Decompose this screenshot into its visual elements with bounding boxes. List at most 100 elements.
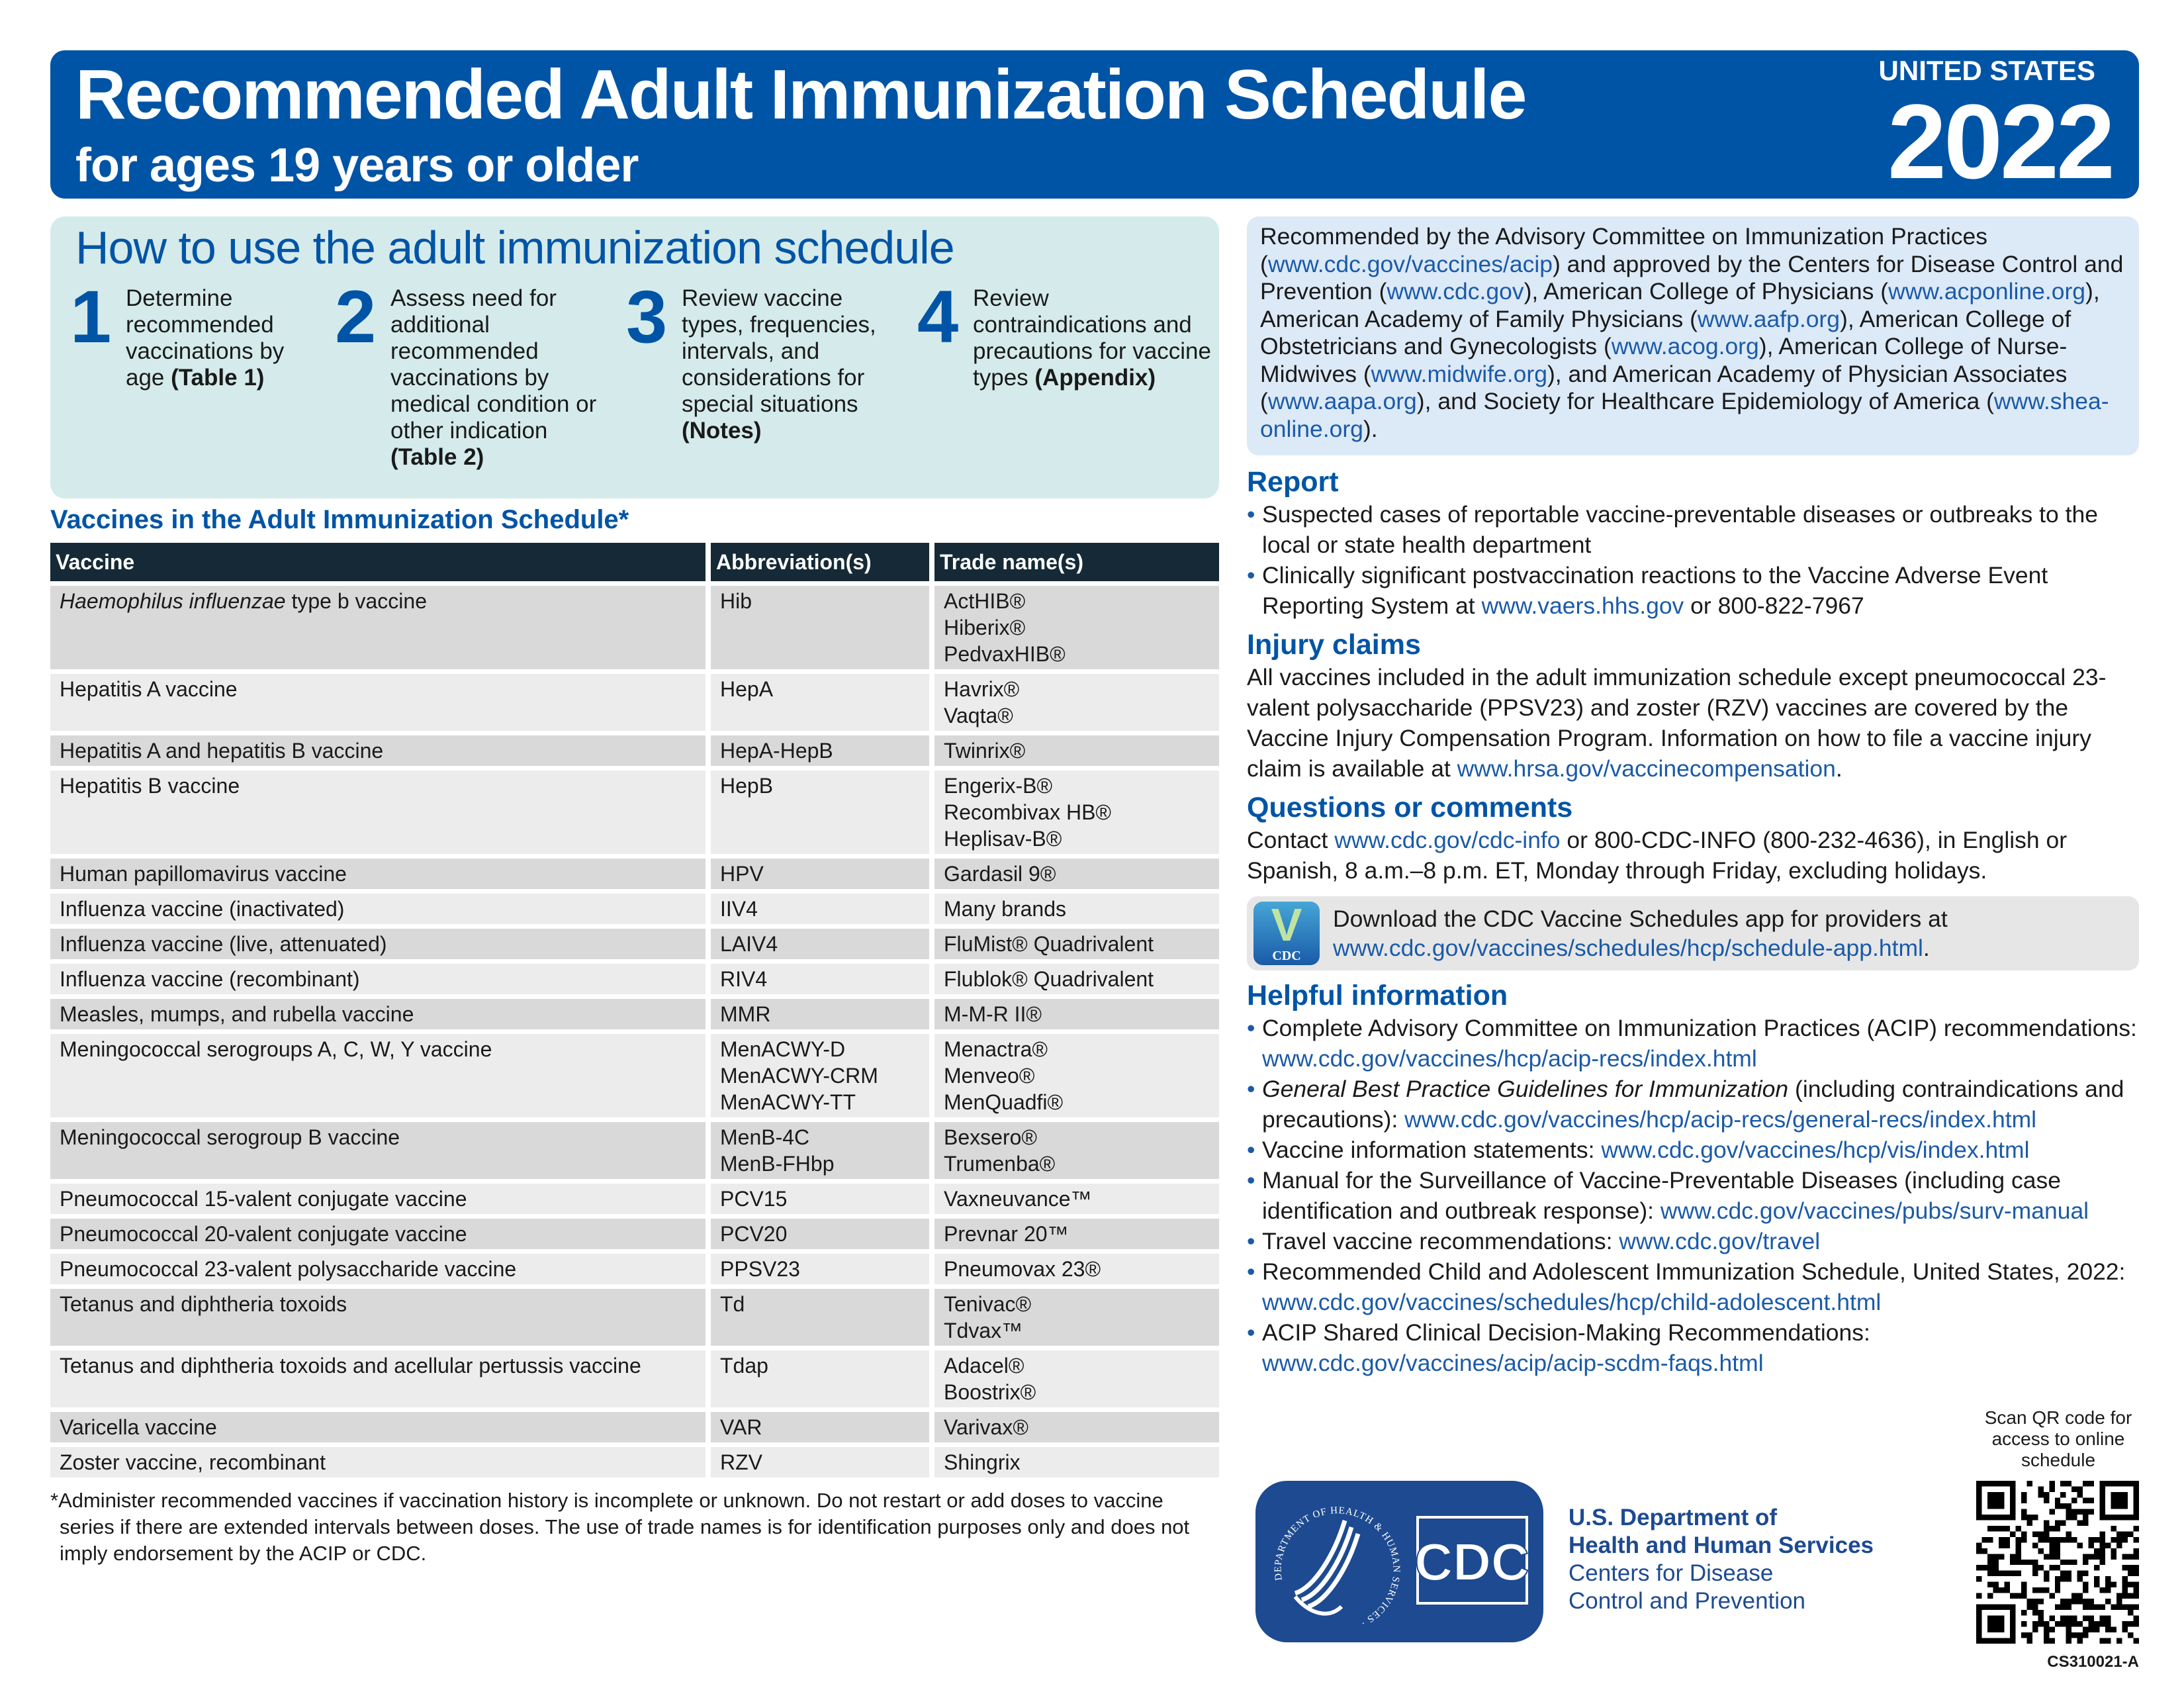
bullet-item: Complete Advisory Committee on Immunizat… — [1247, 1013, 2139, 1074]
vaccine-name: Hepatitis A vaccine — [60, 677, 238, 701]
acip-endorsement-box: Recommended by the Advisory Committee on… — [1247, 216, 2139, 455]
cdc-logo-text: CDC — [1414, 1532, 1529, 1591]
step-number: 2 — [335, 275, 377, 358]
vaccine-cell: Influenza vaccine (inactivated) — [50, 894, 705, 924]
vaccine-cell: Hepatitis A and hepatitis B vaccine — [50, 735, 705, 766]
table-row: Influenza vaccine (inactivated) IIV4 Many … — [50, 894, 1219, 924]
injury-claims-heading: Injury claims — [1247, 629, 1421, 661]
text-span: Vaccine information statements: — [1262, 1137, 1602, 1163]
text-span: ACIP Shared Clinical Decision-Making Rec… — [1262, 1319, 1870, 1346]
text-span: (Table 1) — [171, 365, 265, 391]
bullet-item: Suspected cases of reportable vaccine-pr… — [1247, 499, 2139, 560]
cdc-line-1: Centers for Disease — [1569, 1560, 1774, 1586]
abbreviation-cell: MMR — [711, 999, 929, 1029]
link[interactable]: www.cdc.gov/vaccines/acip — [1267, 250, 1553, 277]
link[interactable]: www.acponline.org — [1888, 278, 2086, 305]
step-number: 4 — [917, 275, 959, 358]
bullet-item: Manual for the Surveillance of Vaccine-P… — [1247, 1165, 2139, 1226]
link[interactable]: www.cdc.gov/vaccines/schedules/hcp/sched… — [1333, 935, 1923, 961]
table-row: Hepatitis B vaccine HepB Engerix-B® Recomb… — [50, 771, 1219, 854]
link[interactable]: www.cdc.gov/vaccines/hcp/acip-recs/index… — [1262, 1045, 1757, 1072]
vaccine-cell: Human papillomavirus vaccine — [50, 859, 705, 889]
vaccines-table: Vaccine Abbreviation(s) Trade name(s) Ha… — [45, 538, 1224, 1482]
bullet-item: Clinically significant postvaccination r… — [1247, 560, 2139, 621]
link[interactable]: www.cdc.gov/vaccines/hcp/vis/index.html — [1601, 1137, 2030, 1163]
link[interactable]: www.aapa.org — [1267, 388, 1417, 414]
link[interactable]: www.cdc.gov/vaccines/pubs/surv-manual — [1660, 1197, 2089, 1224]
bullet-item: Recommended Child and Adolescent Immuniz… — [1247, 1256, 2139, 1317]
app-download-box: V CDC Download the CDC Vaccine Schedules… — [1247, 896, 2139, 970]
vaccine-name: Human papillomavirus vaccine — [60, 862, 347, 886]
bullet-item: General Best Practice Guidelines for Imm… — [1247, 1074, 2139, 1135]
vaccine-name: Influenza vaccine (live, attenuated) — [60, 932, 387, 956]
link[interactable]: www.aafp.org — [1697, 305, 1841, 332]
app-icon-label: CDC — [1272, 949, 1301, 963]
table-row: Pneumococcal 20-valent conjugate vaccine… — [50, 1219, 1219, 1249]
abbreviation-cell: PPSV23 — [711, 1254, 929, 1284]
agency-name: U.S. Department of Health and Human Serv… — [1569, 1504, 1874, 1615]
vaccine-name: Hepatitis B vaccine — [60, 774, 240, 798]
abbreviation-cell: PCV15 — [711, 1184, 929, 1214]
how-to-box: How to use the adult immunization schedu… — [50, 216, 1219, 498]
text-span: (Table 2) — [390, 444, 484, 470]
text-span: Complete Advisory Committee on Immunizat… — [1262, 1015, 2137, 1041]
link[interactable]: www.cdc.gov — [1387, 278, 1524, 305]
questions-heading: Questions or comments — [1247, 792, 1573, 823]
vaccines-section: Vaccine Abbreviation(s) Trade name(s) Ha… — [45, 538, 1224, 1567]
abbreviation-cell: PCV20 — [711, 1219, 929, 1249]
text-span: ), American College of Obstetricians and… — [1260, 305, 2071, 360]
vaccine-name: Hepatitis A and hepatitis B vaccine — [60, 739, 384, 763]
trade-name-cell: Bexsero® Trumenba® — [934, 1122, 1219, 1179]
vaccine-cell: Meningococcal serogroup B vaccine — [50, 1122, 705, 1179]
cdc-app-icon[interactable]: V CDC — [1253, 902, 1320, 965]
trade-name-cell: Varivax® — [934, 1412, 1219, 1442]
link[interactable]: www.vaers.hhs.gov — [1481, 592, 1684, 619]
vaccine-cell: Pneumococcal 20-valent conjugate vaccine — [50, 1219, 705, 1249]
text-span: . — [1835, 755, 1843, 782]
text-span: ), American Academy of Family Physicians… — [1260, 278, 2100, 332]
link[interactable]: www.shea-online.org — [1260, 388, 2109, 442]
text-span: Assess need for additional recommended v… — [390, 285, 597, 444]
link[interactable]: www.cdc.gov/cdc-info — [1334, 827, 1561, 853]
text-span: or 800-CDC-INFO (800-232-4636), in Engli… — [1247, 827, 2068, 884]
vaccine-name: Tetanus and diphtheria toxoids — [60, 1292, 347, 1316]
report-list: Suspected cases of reportable vaccine-pr… — [1247, 499, 2139, 621]
vaccine-cell: Tetanus and diphtheria toxoids and acell… — [50, 1350, 705, 1407]
link[interactable]: www.cdc.gov/travel — [1619, 1228, 1821, 1254]
abbreviation-cell: Hib — [711, 586, 929, 669]
text-span: (including contraindications and precaut… — [1262, 1076, 2124, 1133]
text-span: Travel vaccine recommendations: — [1262, 1228, 1619, 1254]
year-label: 2022 — [1888, 82, 2115, 201]
vaccine-name: Meningococcal serogroup B vaccine — [60, 1125, 400, 1149]
vaccine-cell: Varicella vaccine — [50, 1412, 705, 1442]
qr-code-icon[interactable] — [1976, 1481, 2139, 1644]
link[interactable]: www.cdc.gov/vaccines/acip/acip-scdm-faqs… — [1262, 1350, 1764, 1376]
link[interactable]: www.cdc.gov/vaccines/hcp/acip-recs/gener… — [1404, 1106, 2037, 1133]
text-span: ), American College of Nurse-Midwives ( — [1260, 333, 2068, 387]
link[interactable]: www.hrsa.gov/vaccinecompensation — [1457, 755, 1836, 782]
vaccine-name: Influenza vaccine (inactivated) — [60, 897, 345, 921]
link[interactable]: www.acog.org — [1611, 333, 1759, 359]
link[interactable]: www.midwife.org — [1371, 360, 1547, 387]
table-row: Haemophilus influenzae type b vaccine Hib… — [50, 586, 1219, 669]
vaccine-cell: Tetanus and diphtheria toxoids — [50, 1289, 705, 1346]
vaccine-name: Pneumococcal 23-valent polysaccharide va… — [60, 1257, 517, 1281]
table-row: Hepatitis A vaccine HepA Havrix® Vaqta® — [50, 674, 1219, 731]
abbreviation-cell: HepA — [711, 674, 929, 731]
text-span: Recommended by the Advisory Committee on… — [1260, 223, 1987, 277]
abbreviation-cell: HepA-HepB — [711, 735, 929, 766]
text-span: Manual for the Surveillance of Vaccine-P… — [1262, 1167, 2061, 1224]
cdc-line-2: Control and Prevention — [1569, 1588, 1805, 1614]
vaccine-name: Influenza vaccine (recombinant) — [60, 967, 360, 991]
qr-caption: Scan QR code for access to online schedu… — [1984, 1407, 2132, 1470]
vaccine-name: Measles, mumps, and rubella vaccine — [60, 1002, 414, 1026]
report-heading: Report — [1247, 466, 1339, 498]
hhs-line-1: U.S. Department of — [1569, 1505, 1778, 1530]
vaccines-table-title: Vaccines in the Adult Immunization Sched… — [50, 505, 629, 534]
hhs-seal-icon: DEPARTMENT OF HEALTH & HUMAN SERVICES · … — [1251, 1473, 1530, 1630]
link[interactable]: www.cdc.gov/vaccines/schedules/hcp/child… — [1262, 1289, 1882, 1315]
step-text: Assess need for additional recommended v… — [390, 285, 619, 471]
country-label: UNITED STATES — [1878, 55, 2095, 86]
page-subtitle: for ages 19 years or older — [75, 139, 639, 192]
trade-name-cell: Flublok® Quadrivalent — [934, 964, 1219, 994]
